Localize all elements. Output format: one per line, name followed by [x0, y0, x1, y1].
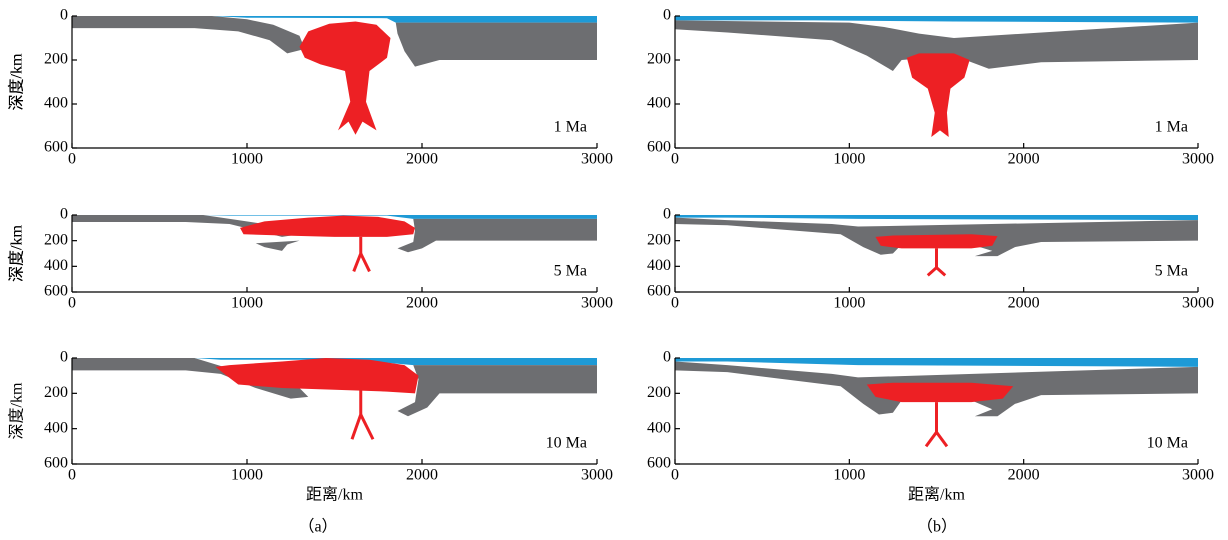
mantle-plume: [867, 383, 1013, 402]
y-tick-label: 600: [44, 139, 68, 156]
plume-conduit: [361, 254, 370, 272]
x-tick-label: 0: [671, 467, 679, 484]
mantle-plume: [907, 53, 970, 137]
x-tick-label: 0: [68, 467, 76, 484]
y-tick-label: 400: [647, 419, 671, 436]
y-tick-label: 200: [44, 231, 68, 248]
mantle-plume: [216, 358, 419, 393]
figure: （a） （b） 020040060001000200030001 Ma深度/km…: [0, 0, 1228, 540]
y-tick-label: 600: [647, 283, 671, 300]
y-tick-label: 200: [647, 231, 671, 248]
y-tick-label: 0: [60, 206, 68, 223]
time-label: 1 Ma: [1155, 119, 1188, 136]
x-tick-label: 0: [671, 295, 679, 312]
x-tick-label: 3000: [581, 467, 613, 484]
x-axis-label: 距离/km: [908, 486, 965, 504]
water-layer: [675, 358, 1198, 367]
y-axis-label: 深度/km: [8, 225, 26, 282]
y-tick-label: 600: [647, 455, 671, 472]
y-tick-label: 0: [663, 7, 671, 24]
y-tick-label: 200: [44, 51, 68, 68]
x-tick-label: 3000: [1182, 151, 1214, 168]
plume-conduit: [352, 390, 361, 439]
x-tick-label: 1000: [833, 295, 865, 312]
x-tick-label: 2000: [406, 467, 438, 484]
y-tick-label: 400: [647, 95, 671, 112]
plume-conduit: [926, 402, 936, 446]
x-tick-label: 2000: [406, 151, 438, 168]
x-tick-label: 2000: [1008, 295, 1040, 312]
plume-conduit: [937, 268, 946, 276]
x-tick-label: 1000: [231, 295, 263, 312]
x-tick-label: 2000: [406, 295, 438, 312]
x-tick-label: 0: [671, 151, 679, 168]
y-tick-label: 400: [647, 257, 671, 274]
plume-conduit: [361, 415, 373, 440]
time-label: 10 Ma: [546, 435, 587, 452]
lithosphere: [398, 219, 598, 252]
plume-conduit: [937, 432, 947, 446]
y-tick-label: 0: [60, 7, 68, 24]
x-tick-label: 0: [68, 295, 76, 312]
x-tick-label: 1000: [231, 151, 263, 168]
x-tick-label: 1000: [231, 467, 263, 484]
mantle-plume: [875, 234, 997, 248]
x-tick-label: 3000: [581, 151, 613, 168]
x-tick-label: 3000: [1182, 295, 1214, 312]
water-layer: [675, 215, 1198, 220]
y-tick-label: 600: [647, 139, 671, 156]
time-label: 10 Ma: [1147, 435, 1188, 452]
y-tick-label: 600: [44, 283, 68, 300]
lithosphere: [256, 241, 300, 251]
lithosphere: [72, 16, 305, 53]
lithosphere: [398, 365, 598, 416]
time-label: 1 Ma: [554, 119, 587, 136]
x-tick-label: 2000: [1008, 151, 1040, 168]
y-tick-label: 0: [663, 206, 671, 223]
y-tick-label: 400: [44, 419, 68, 436]
plume-conduit: [928, 248, 937, 275]
panel-label: （a）: [298, 518, 337, 536]
time-label: 5 Ma: [554, 263, 587, 280]
y-tick-label: 400: [44, 257, 68, 274]
y-tick-label: 400: [44, 95, 68, 112]
x-axis-label: 距离/km: [306, 486, 363, 504]
water-layer: [212, 16, 597, 23]
x-tick-label: 3000: [581, 295, 613, 312]
panel-label: （b）: [917, 518, 957, 536]
y-axis-label: 深度/km: [8, 53, 26, 110]
lithosphere: [396, 23, 597, 67]
y-tick-label: 0: [663, 349, 671, 366]
water-layer: [203, 215, 597, 219]
mantle-plume: [240, 216, 415, 237]
x-tick-label: 2000: [1008, 467, 1040, 484]
x-tick-label: 1000: [833, 467, 865, 484]
y-tick-label: 200: [647, 384, 671, 401]
x-tick-label: 0: [68, 151, 76, 168]
y-tick-label: 600: [44, 455, 68, 472]
time-label: 5 Ma: [1155, 263, 1188, 280]
y-tick-label: 200: [44, 384, 68, 401]
mantle-plume: [300, 22, 391, 135]
x-tick-label: 3000: [1182, 467, 1214, 484]
x-tick-label: 1000: [833, 151, 865, 168]
y-tick-label: 200: [647, 51, 671, 68]
y-tick-label: 0: [60, 349, 68, 366]
y-axis-label: 深度/km: [8, 382, 26, 439]
